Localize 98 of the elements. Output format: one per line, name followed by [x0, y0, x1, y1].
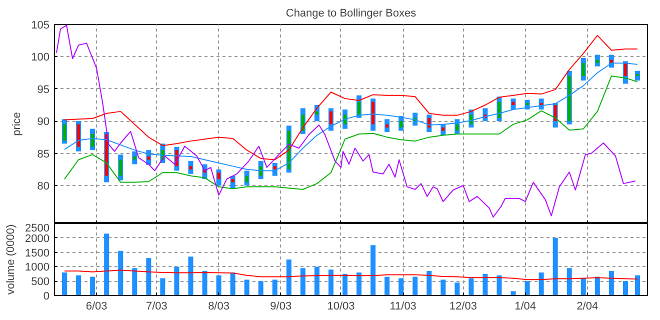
y-tick-label: 80 [37, 180, 50, 193]
bar [482, 274, 488, 296]
candlestick [566, 70, 572, 124]
y-tick-label: 2000 [25, 232, 50, 245]
candlestick [90, 128, 96, 150]
y-axis-title: price [11, 112, 24, 136]
y-tick-label: 1000 [25, 262, 50, 274]
candlestick [314, 105, 320, 122]
bar [566, 268, 572, 296]
bar [132, 268, 138, 296]
bar [300, 268, 306, 296]
candlestick [62, 119, 68, 144]
bar [146, 258, 152, 296]
candlestick [538, 98, 544, 110]
candlestick [468, 110, 474, 128]
candlestick [552, 103, 558, 128]
bar [216, 275, 222, 296]
bar [230, 272, 236, 296]
bar [370, 245, 376, 296]
candlestick [118, 154, 124, 180]
candlestick [328, 108, 334, 131]
candlestick [594, 54, 600, 66]
bar [174, 266, 180, 296]
x-tick-label: 7/03 [146, 300, 168, 312]
bar [608, 271, 614, 296]
y-tick-label: 100 [31, 52, 50, 64]
x-tick-label: 8/03 [208, 300, 230, 312]
bar [510, 291, 516, 296]
x-tick-label: 9/03 [270, 300, 292, 312]
bar [258, 281, 264, 296]
candlestick [216, 169, 222, 186]
bar [622, 281, 628, 296]
y-tick-label: 95 [37, 84, 50, 96]
bar [90, 276, 96, 296]
bar [538, 272, 544, 296]
y-tick-label: 500 [31, 276, 50, 288]
bar [426, 271, 432, 296]
bar [160, 278, 166, 296]
candlestick [524, 100, 530, 110]
candlestick [342, 110, 348, 129]
candlestick [440, 124, 446, 136]
candlestick [510, 98, 516, 110]
bar [118, 250, 124, 296]
bar [62, 272, 68, 296]
candlestick [384, 119, 390, 132]
candlestick [454, 119, 460, 134]
y-axis-title: volume (0000) [5, 224, 18, 295]
bar [454, 282, 460, 296]
candlestick [370, 98, 376, 131]
line-series [64, 270, 638, 280]
candlestick [188, 161, 194, 174]
bar [272, 280, 278, 296]
candlestick [230, 176, 236, 189]
y-tick-label: 105 [31, 20, 50, 32]
x-tick-label: 11/03 [390, 300, 416, 312]
y-tick-label: 0 [43, 290, 50, 302]
candlestick [496, 96, 502, 122]
bar [384, 276, 390, 296]
bar [202, 271, 208, 296]
x-tick-label: 1/04 [514, 300, 536, 312]
bar [580, 278, 586, 296]
bar [594, 276, 600, 296]
bar [496, 275, 502, 296]
x-tick-label: 10/03 [327, 300, 355, 312]
y-tick-label: 1500 [25, 247, 50, 260]
bar [398, 278, 404, 296]
bar [342, 274, 348, 296]
y-tick-label: 85 [37, 148, 50, 160]
bar [634, 275, 640, 296]
candlestick [76, 121, 82, 152]
bar [524, 281, 530, 296]
candlestick [398, 116, 404, 131]
line-series [56, 24, 636, 218]
bar [356, 272, 362, 296]
y-tick-label: 2500 [25, 222, 50, 234]
bar [328, 270, 334, 296]
x-tick-label: 12/03 [449, 300, 477, 312]
line-series [64, 76, 638, 190]
candlestick [580, 58, 586, 81]
bar [468, 278, 474, 296]
line-series [64, 34, 638, 160]
candlestick [146, 150, 152, 165]
x-tick-label: 6/03 [86, 300, 108, 312]
candlestick [132, 151, 138, 164]
bar [286, 260, 292, 296]
bar [104, 234, 110, 296]
bar [76, 275, 82, 296]
candlestick [300, 108, 306, 134]
chart-title: Change to Bollinger Boxes [286, 8, 417, 20]
y-tick-label: 90 [37, 116, 50, 128]
bar [314, 266, 320, 296]
x-tick-label: 2/04 [576, 300, 598, 312]
candlestick [356, 95, 362, 118]
bar [440, 280, 446, 296]
bar [188, 256, 194, 296]
bar [412, 276, 418, 296]
bar [244, 280, 250, 296]
bar [552, 238, 558, 296]
